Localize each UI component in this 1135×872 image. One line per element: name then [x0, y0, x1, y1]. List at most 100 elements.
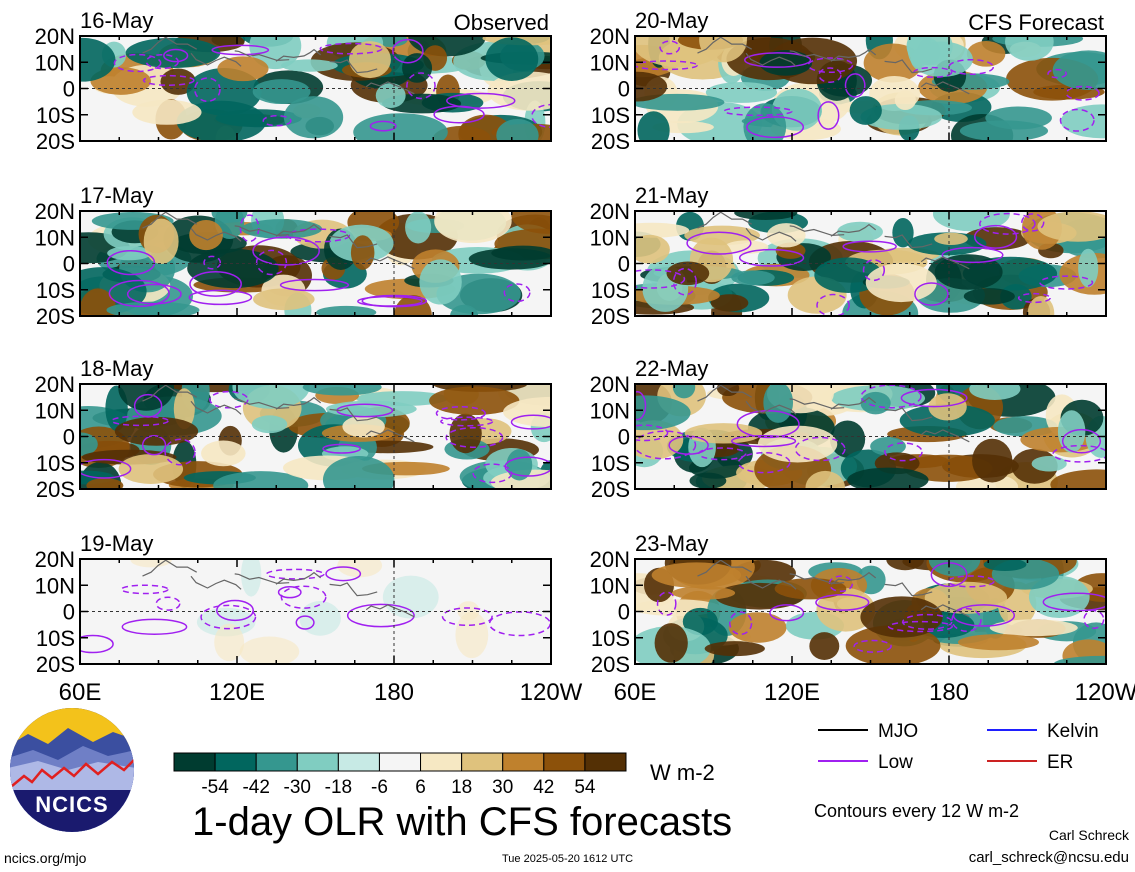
- olr-anomaly-patch: [107, 246, 152, 261]
- y-tick-label: 10N: [590, 225, 630, 250]
- x-tick-label: 120W: [1075, 679, 1135, 706]
- y-tick-label: 0: [618, 425, 630, 450]
- low-filter-contour: [635, 60, 699, 71]
- low-filter-contour: [656, 591, 677, 616]
- low-filter-contour: [445, 426, 504, 448]
- olr-anomaly-patch: [251, 415, 288, 434]
- x-tick-label: 60E: [614, 679, 657, 706]
- olr-anomaly-patch: [989, 619, 1078, 637]
- olr-anomaly-patch: [635, 93, 725, 111]
- low-filter-contour: [503, 283, 531, 303]
- footer-url: ncics.org/mjo: [4, 850, 87, 866]
- colorbar-swatch: [461, 752, 504, 772]
- olr-anomaly-patch: [503, 396, 551, 428]
- olr-anomaly-patch: [353, 113, 448, 141]
- olr-anomaly-patch: [349, 41, 391, 79]
- low-filter-contour: [817, 101, 840, 130]
- olr-anomaly-patch: [86, 478, 124, 489]
- y-tick-label: 20S: [36, 477, 75, 502]
- low-filter-contour: [110, 415, 169, 427]
- y-tick-label: 10S: [591, 278, 630, 303]
- olr-anomaly-patch: [114, 416, 199, 446]
- low-filter-contour: [807, 57, 854, 74]
- colorbar-label: 42: [533, 777, 554, 798]
- low-filter-contour: [862, 259, 886, 282]
- colorbar-swatch: [420, 752, 463, 772]
- y-tick-label: 10S: [36, 103, 75, 128]
- olr-anomaly-patch: [449, 413, 482, 454]
- olr-anomaly-patch: [173, 388, 195, 430]
- olr-anomaly-patch: [934, 254, 1003, 290]
- low-filter-contour: [435, 406, 486, 421]
- y-tick-label: 20S: [36, 304, 75, 329]
- low-filter-contour: [948, 58, 995, 75]
- low-filter-contour: [794, 436, 846, 462]
- y-tick-label: 10S: [36, 451, 75, 476]
- low-filter-contour: [280, 585, 327, 609]
- olr-anomaly-patch: [468, 248, 551, 270]
- low-filter-contour: [277, 586, 302, 599]
- low-filter-contour: [325, 566, 362, 582]
- low-filter-contour: [1061, 428, 1102, 454]
- low-filter-contour: [141, 434, 167, 456]
- olr-anomaly-patch: [201, 440, 246, 467]
- y-tick-label: 0: [618, 600, 630, 625]
- olr-anomaly-patch: [402, 53, 433, 83]
- olr-anomaly-patch: [232, 384, 310, 409]
- low-filter-contour: [723, 106, 793, 117]
- olr-anomaly-patch: [963, 288, 1015, 305]
- olr-anomaly-patch: [666, 261, 710, 286]
- y-tick-label: 20S: [591, 477, 630, 502]
- olr-anomaly-patch: [699, 36, 747, 63]
- low-filter-contour: [440, 416, 494, 427]
- olr-anomaly-patch: [728, 612, 787, 643]
- low-filter-contour: [1021, 213, 1045, 232]
- y-tick-label: 20S: [591, 304, 630, 329]
- olr-anomaly-patch: [1037, 211, 1106, 242]
- y-tick-label: 20N: [35, 372, 75, 397]
- low-filter-contour: [973, 224, 1018, 249]
- low-filter-contour: [1039, 275, 1094, 290]
- olr-anomaly-patch: [863, 43, 923, 83]
- low-filter-contour: [346, 603, 415, 628]
- low-filter-contour: [744, 52, 812, 68]
- low-filter-contour: [113, 53, 162, 73]
- low-filter-contour: [659, 40, 681, 55]
- ncics-logo: NCICS: [8, 706, 136, 834]
- olr-anomaly-patch: [1060, 104, 1106, 139]
- low-filter-contour: [163, 48, 189, 63]
- colorbar-label: 30: [492, 777, 513, 798]
- panel-date: 19-May: [80, 531, 153, 556]
- legend-label: Kelvin: [1047, 721, 1099, 742]
- coastline: [142, 36, 415, 95]
- olr-anomaly-patch: [809, 632, 840, 660]
- y-tick-label: 20N: [35, 24, 75, 49]
- olr-anomaly-patch: [160, 68, 196, 95]
- olr-anomaly-patch: [130, 559, 172, 568]
- olr-anomaly-patch: [342, 415, 385, 438]
- colorbar-label: 54: [574, 777, 596, 798]
- footer-email: carl_schreck@ncsu.edu: [968, 849, 1129, 866]
- low-filter-contour: [80, 634, 114, 654]
- olr-anomaly-patch: [253, 288, 315, 311]
- coastline: [142, 384, 415, 443]
- olr-anomaly-patch: [959, 120, 1049, 141]
- olr-anomaly-patch: [957, 634, 1039, 651]
- olr-anomaly-patch: [455, 611, 489, 659]
- olr-anomaly-patch: [672, 586, 736, 600]
- olr-anomaly-patch: [716, 384, 740, 397]
- low-filter-contour: [635, 269, 686, 289]
- olr-anomaly-patch: [299, 600, 341, 636]
- y-tick-label: 20S: [36, 129, 75, 154]
- footer-timestamp: Tue 2025-05-20 1612 UTC: [502, 853, 634, 865]
- low-filter-contour: [887, 620, 953, 633]
- olr-anomaly-patch: [217, 56, 269, 82]
- olr-anomaly-patch: [189, 219, 223, 251]
- low-filter-contour: [1065, 85, 1100, 101]
- low-filter-contour: [860, 384, 922, 409]
- olr-anomaly-patch: [241, 219, 323, 239]
